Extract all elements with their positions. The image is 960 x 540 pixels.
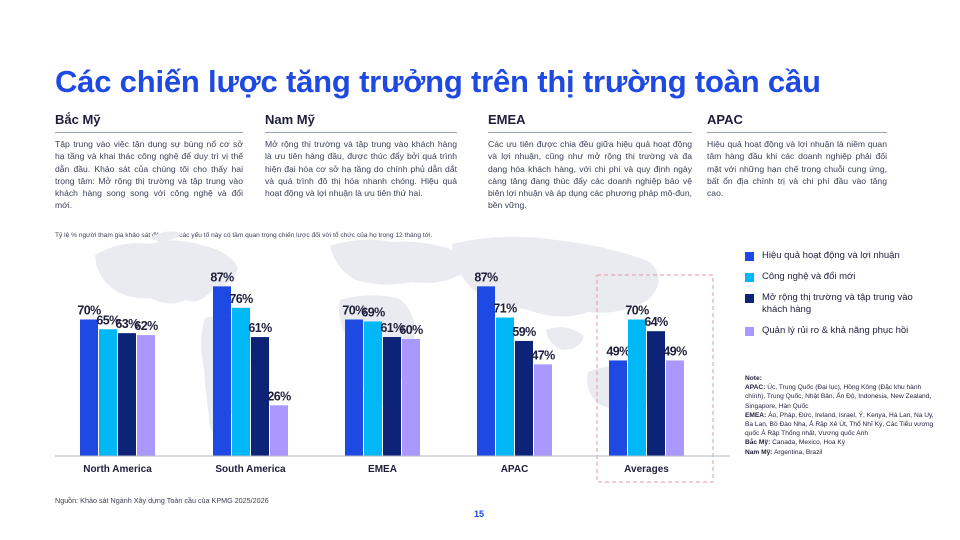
bar-value-label: 69%	[361, 305, 385, 319]
note-apac: APAC: Úc, Trung Quốc (Đại lục), Hồng Kôn…	[745, 384, 932, 410]
legend-swatch	[745, 327, 754, 336]
region-description: Tập trung vào việc tận dụng sự bùng nổ c…	[55, 139, 243, 211]
region-heading: Bắc Mỹ	[55, 112, 243, 133]
bars-layer: 70%65%63%62%87%76%61%26%70%69%61%60%87%7…	[77, 270, 688, 456]
bar-value-label: 59%	[512, 325, 536, 339]
source-note: Nguồn: Khảo sát Ngành Xây dựng Toàn cầu …	[55, 496, 269, 505]
legend-item: Hiệu quả hoạt động và lợi nhuận	[745, 250, 915, 262]
bar	[534, 364, 552, 456]
legend-swatch	[745, 273, 754, 282]
legend-swatch	[745, 252, 754, 261]
bar	[402, 339, 420, 456]
x-tick-label: Averages	[624, 464, 669, 475]
region-description: Mở rộng thị trường và tập trung vào khác…	[265, 139, 457, 199]
legend-label: Hiệu quả hoạt động và lợi nhuận	[762, 250, 900, 261]
bar	[251, 337, 269, 456]
bar	[515, 340, 533, 456]
bar-value-label: 62%	[134, 319, 158, 333]
x-tick-label: North America	[83, 464, 152, 475]
bar-value-label: 65%	[96, 313, 120, 327]
legend-item: Công nghệ và đổi mới	[745, 271, 915, 283]
region-description: Các ưu tiên được chia đều giữa hiệu quả …	[488, 139, 692, 211]
region-north-america: Bắc Mỹ Tập trung vào việc tận dụng sự bù…	[55, 112, 243, 212]
bar-value-label: 49%	[606, 344, 630, 358]
note-emea: EMEA: Áo, Pháp, Đức, Ireland, Israel, Ý,…	[745, 411, 934, 438]
chart-legend: Hiệu quả hoạt động và lợi nhuận Công ngh…	[745, 250, 915, 346]
bar	[364, 321, 382, 456]
bar	[477, 286, 495, 456]
bar	[213, 286, 231, 456]
bar	[80, 319, 98, 456]
bar	[270, 405, 288, 456]
bar-value-label: 87%	[210, 270, 234, 284]
region-south-america: Nam Mỹ Mở rộng thị trường và tập trung v…	[265, 112, 457, 199]
bar-value-label: 26%	[267, 389, 291, 403]
x-tick-label: South America	[215, 464, 286, 475]
region-emea: EMEA Các ưu tiên được chia đều giữa hiệu…	[488, 112, 692, 212]
bar-value-label: 71%	[493, 302, 517, 316]
legend-label: Mở rộng thị trường và tập trung vào khác…	[762, 292, 913, 315]
survey-note: Tỷ lệ % người tham gia khảo sát đánh giá…	[55, 232, 433, 239]
bar	[666, 360, 684, 456]
note-south-america: Nam Mỹ: Argentina, Brazil	[745, 448, 823, 456]
bar-value-label: 64%	[644, 315, 668, 329]
note-north-america: Bắc Mỹ: Canada, Mexico, Hoa Kỳ	[745, 439, 846, 447]
bar	[232, 307, 250, 456]
bar	[99, 329, 117, 456]
legend-label: Quản lý rủi ro & khả năng phục hồi	[762, 325, 909, 336]
legend-item: Quản lý rủi ro & khả năng phục hồi	[745, 325, 915, 337]
bar-value-label: 70%	[342, 304, 366, 318]
bar-value-label: 47%	[531, 348, 555, 362]
bar-value-label: 70%	[625, 304, 649, 318]
x-tick-label: APAC	[501, 464, 529, 475]
page-number: 15	[474, 509, 485, 519]
bar-value-label: 63%	[115, 317, 139, 331]
legend-swatch	[745, 294, 754, 303]
bar	[345, 319, 363, 456]
bar	[609, 360, 627, 456]
bar-value-label: 60%	[399, 323, 423, 337]
notes-block: Note: APAC: Úc, Trung Quốc (Đại lục), Hồ…	[745, 374, 937, 457]
legend-item: Mở rộng thị trường và tập trung vào khác…	[745, 292, 915, 316]
bar-value-label: 70%	[77, 304, 101, 318]
page-title: Các chiến lược tăng trưởng trên thị trườ…	[55, 64, 821, 99]
x-axis-labels: North America South America EMEA APAC Averag…	[83, 464, 669, 475]
bar-value-label: 87%	[474, 270, 498, 284]
legend-label: Công nghệ và đổi mới	[762, 271, 856, 282]
region-heading: EMEA	[488, 112, 692, 133]
region-heading: Nam Mỹ	[265, 112, 457, 133]
notes-heading: Note:	[745, 375, 762, 382]
bar-value-label: 49%	[663, 344, 687, 358]
bar-value-label: 61%	[248, 321, 272, 335]
region-heading: APAC	[707, 112, 887, 133]
bar	[647, 331, 665, 456]
bar	[137, 335, 155, 456]
bar-value-label: 76%	[229, 292, 253, 306]
averages-highlight-box	[596, 274, 714, 483]
region-apac: APAC Hiệu quả hoạt động và lợi nhuận là …	[707, 112, 887, 199]
bar	[628, 319, 646, 456]
bar	[118, 333, 136, 456]
bar	[383, 337, 401, 456]
region-description: Hiệu quả hoạt động và lợi nhuận là niềm …	[707, 139, 887, 199]
bar	[496, 317, 514, 456]
x-tick-label: EMEA	[368, 464, 397, 475]
bar-value-label: 61%	[380, 321, 404, 335]
